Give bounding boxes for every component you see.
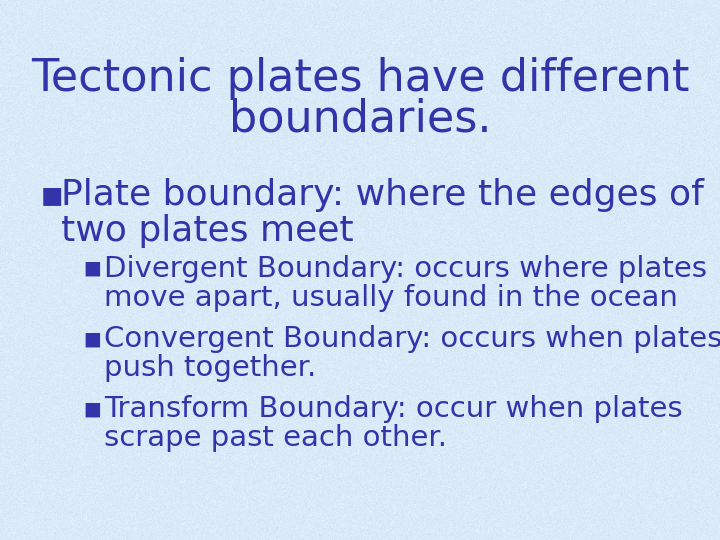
Text: move apart, usually found in the ocean: move apart, usually found in the ocean	[104, 284, 678, 312]
Text: Transform Boundary: occur when plates: Transform Boundary: occur when plates	[104, 395, 683, 423]
Text: boundaries.: boundaries.	[229, 97, 491, 140]
Text: Divergent Boundary: occurs where plates: Divergent Boundary: occurs where plates	[104, 255, 707, 283]
Text: ▪: ▪	[83, 255, 102, 283]
Text: ▪: ▪	[83, 395, 102, 423]
Text: scrape past each other.: scrape past each other.	[104, 424, 447, 453]
Text: Tectonic plates have different: Tectonic plates have different	[31, 57, 689, 100]
Text: two plates meet: two plates meet	[61, 214, 354, 248]
Text: ▪: ▪	[83, 325, 102, 353]
Text: push together.: push together.	[104, 354, 317, 382]
Text: Convergent Boundary: occurs when plates: Convergent Boundary: occurs when plates	[104, 325, 720, 353]
Text: Plate boundary: where the edges of: Plate boundary: where the edges of	[61, 178, 704, 212]
Text: ▪: ▪	[40, 178, 64, 212]
